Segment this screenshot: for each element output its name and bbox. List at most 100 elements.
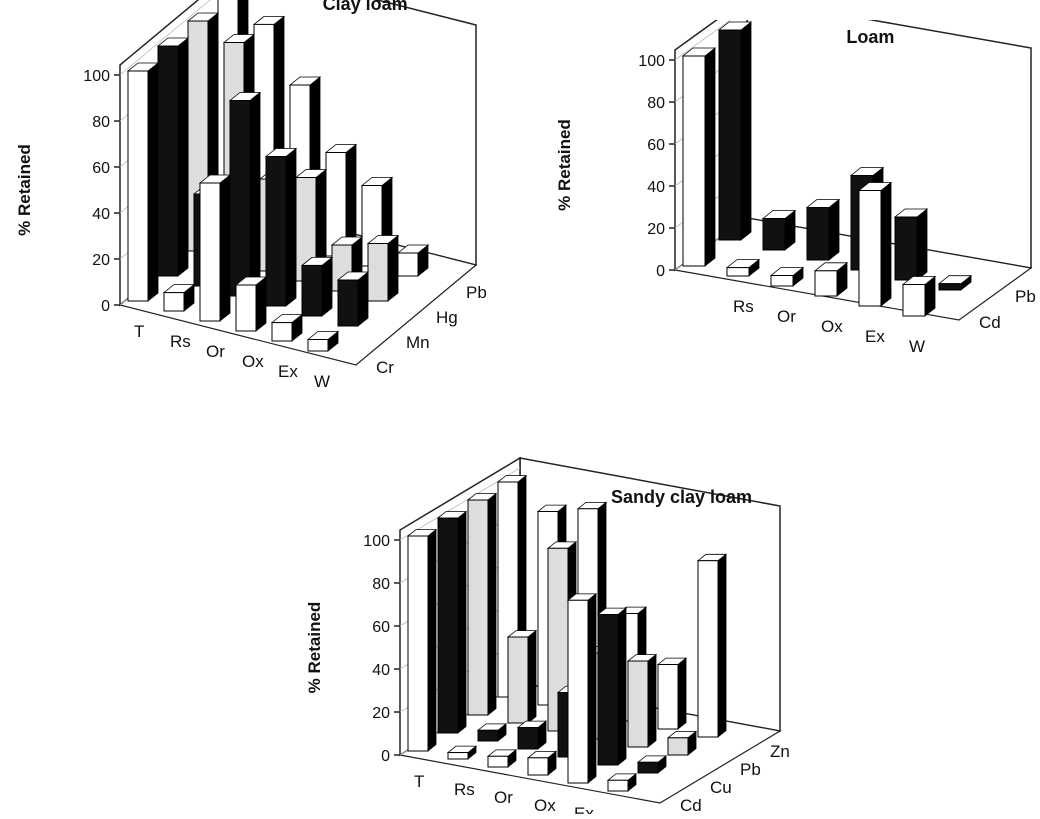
bar-Cr-Ex xyxy=(270,313,304,342)
bar-Mn-Ex xyxy=(300,256,334,317)
bar-Hg-Ox xyxy=(294,168,328,282)
chart-clay-loam-svg: 0 20 40 60 80 100 % Retained Clay loam Pb Hg Mn Cr T… xyxy=(15,0,487,391)
category-label: Ox xyxy=(242,352,264,371)
category-label: W xyxy=(314,372,330,391)
y-axis-label: % Retained xyxy=(15,144,34,236)
bar-Cd-W xyxy=(901,275,937,317)
series-label: Mn xyxy=(406,333,430,352)
y-tick-label: 100 xyxy=(638,53,665,70)
bar-Pb-Or xyxy=(805,198,841,261)
bar-Cr-Or xyxy=(198,174,232,322)
series-label: Hg xyxy=(436,308,458,327)
bar-Pb-Rs xyxy=(506,629,538,724)
chart-loam-svg: 0 20 40 60 80 100 % Retained Loam Pb Cd Rs Or Ox Ex W xyxy=(555,0,1036,356)
bar-Cr-W xyxy=(306,330,340,352)
bar-Pb-Ox xyxy=(324,143,358,257)
bar-total xyxy=(681,47,717,267)
bar-Cr-Ox xyxy=(234,276,268,332)
gridline xyxy=(119,0,211,76)
y-axis-label: % Retained xyxy=(305,602,324,694)
category-label: T xyxy=(134,322,144,341)
bar-Hg-W xyxy=(366,234,400,302)
bar-Cr-Rs xyxy=(162,283,196,312)
bar-Zn-W xyxy=(696,553,728,738)
bar-Cd-Rs xyxy=(446,745,478,760)
y-tick-label: 40 xyxy=(92,206,110,223)
bar-Cd-Or xyxy=(769,266,805,287)
chart-title: Clay loam xyxy=(323,0,408,14)
bar-Cr-T xyxy=(126,62,160,302)
y-tick-label: 20 xyxy=(92,252,110,269)
bar-Pb-W xyxy=(666,730,698,756)
bar-Cd-T xyxy=(406,528,438,752)
chart-title: Loam xyxy=(846,27,894,47)
category-label: Ex xyxy=(574,804,594,814)
series-label: Pb xyxy=(466,283,487,302)
category-label: Rs xyxy=(454,780,475,799)
category-label: W xyxy=(909,337,925,356)
series-label: Cd xyxy=(979,313,1001,332)
bar-Pb-T xyxy=(466,492,498,716)
bar-Cu-Rs xyxy=(476,723,508,742)
y-tick-label: 20 xyxy=(372,705,390,722)
y-axis-label: % Retained xyxy=(555,119,574,211)
category-label: Ox xyxy=(821,317,843,336)
chart-title: Sandy clay loam xyxy=(611,487,752,507)
bar-Cd-Ox xyxy=(526,750,558,776)
chart-loam: 0 20 40 60 80 100 % Retained Loam Pb Cd Rs Or Ox Ex W xyxy=(540,0,1040,380)
y-tick-label: 60 xyxy=(647,137,665,154)
y-tick-label: 60 xyxy=(372,619,390,636)
series-label: Pb xyxy=(1015,287,1036,306)
category-label: Ox xyxy=(534,796,556,814)
bar-Mn-W xyxy=(336,271,370,327)
y-tick-label: 0 xyxy=(101,298,110,315)
bar-Cu-Or xyxy=(516,720,548,750)
y-tick-label: 40 xyxy=(647,179,665,196)
bar-total xyxy=(717,21,753,241)
category-label: Ex xyxy=(278,362,298,381)
bar-Cd-Or xyxy=(486,749,518,768)
series-label: Cr xyxy=(376,358,394,377)
bar-Pb-W xyxy=(396,244,430,277)
chart-sandy-clay-loam: 0 20 40 60 80 100 % Retained Sandy clay loam Zn P… xyxy=(290,450,810,819)
y-tick-label: 80 xyxy=(92,114,110,131)
category-label: Rs xyxy=(170,332,191,351)
y-tick-label: 100 xyxy=(83,68,110,85)
category-label: Or xyxy=(777,307,796,326)
category-label: T xyxy=(414,772,424,791)
y-tick-label: 80 xyxy=(647,95,665,112)
bar-Cd-Ox xyxy=(813,261,849,297)
category-label: Rs xyxy=(733,297,754,316)
bar-Pb-Rs xyxy=(761,209,797,251)
series-label: Cu xyxy=(710,778,732,797)
series-label: Pb xyxy=(740,760,761,779)
bar-Mn-Ox xyxy=(264,147,298,307)
y-tick-label: 60 xyxy=(92,160,110,177)
bar-Cd-Rs xyxy=(725,258,761,277)
category-label: Or xyxy=(206,342,225,361)
bar-Pb-Ex xyxy=(626,653,658,748)
bar-Cd-Ex xyxy=(566,593,598,784)
bar-Zn-Ex xyxy=(656,657,688,730)
bar-Cd-W xyxy=(606,773,638,792)
y-tick-label: 40 xyxy=(372,662,390,679)
series-label: Cd xyxy=(680,796,702,814)
series-label: Zn xyxy=(770,742,790,761)
bar-Cu-W xyxy=(636,755,668,774)
bar-Cu-T xyxy=(436,510,468,734)
bar-Mn-T xyxy=(156,37,190,277)
bar-Cd-Ex xyxy=(857,181,893,307)
bar-Pb-W xyxy=(937,274,973,291)
y-tick-label: 20 xyxy=(647,221,665,238)
chart-sandy-clay-loam-svg: 0 20 40 60 80 100 % Retained Sandy clay loam Zn P… xyxy=(305,456,790,819)
category-label: Ex xyxy=(865,327,885,346)
category-label: Or xyxy=(494,788,513,807)
bar-Mn-Or xyxy=(228,91,262,297)
bar-Cu-Ex xyxy=(596,607,628,766)
y-tick-label: 0 xyxy=(656,263,665,280)
chart-clay-loam: 0 20 40 60 80 100 % Retained Clay loam Pb Hg Mn Cr T… xyxy=(0,0,520,400)
y-tick-label: 0 xyxy=(381,748,390,765)
y-tick-label: 80 xyxy=(372,576,390,593)
bar-Pb-Ex xyxy=(893,208,929,281)
y-tick-label: 100 xyxy=(363,533,390,550)
